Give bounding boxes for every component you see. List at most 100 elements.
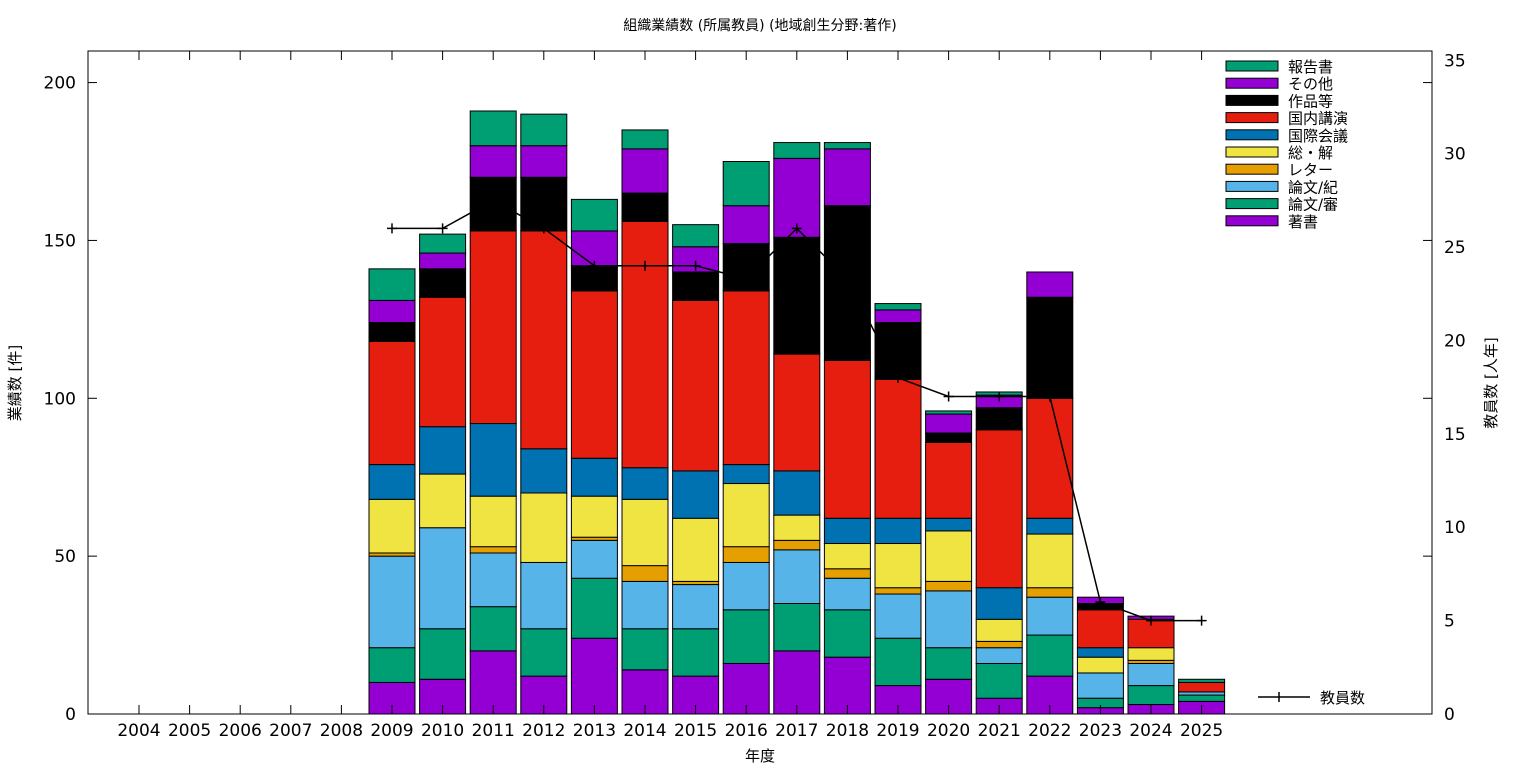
bar-segment [1026,517,1074,535]
y2-tick-label: 20 [1444,331,1466,351]
x-tick-label: 2006 [219,721,262,741]
legend-label: レター [1288,161,1333,179]
bar-segment [419,296,467,428]
bar-segment [1076,672,1124,699]
bar-segment [672,271,720,301]
bar-segment [368,299,416,324]
teacher-count-point [589,260,600,271]
teacher-count-point [387,223,397,234]
bar-segment [570,539,618,579]
x-tick-label: 2025 [1180,721,1223,741]
bar-segment [1076,656,1124,674]
x-tick-label: 2010 [421,721,464,741]
bar-segment [773,539,821,551]
bar-segment [925,413,973,434]
bar-segment [874,543,922,589]
bar-segment [621,498,669,567]
x-tick-label: 2013 [573,721,616,741]
bar-segment [520,113,568,147]
teacher-count-point [741,273,752,284]
bar-segment [722,290,770,466]
bar-segment [368,268,416,301]
legend-swatch [1225,60,1279,72]
y2-tick-label: 15 [1444,425,1466,445]
bar-segment [672,584,720,630]
bar-segment [469,423,517,497]
bar-segment [823,148,871,207]
y2-axis-label: 教員数 [人年] [1482,337,1500,428]
x-tick-label: 2005 [168,721,211,741]
bar-segment [520,230,568,450]
bar-segment [925,580,973,592]
teacher-count-point [437,223,448,234]
bar-segment [1026,271,1074,298]
bar-segment [419,628,467,680]
legend-label: 国内講演 [1288,110,1348,128]
bar-segment [773,549,821,604]
bar-segment [874,517,922,545]
bar-segment [925,647,973,680]
bar-segment [672,224,720,248]
legend-swatch [1225,112,1279,124]
bar-segment [1178,681,1226,693]
bar-segment [722,205,770,245]
bar-segment [570,495,618,538]
x-tick-label: 2022 [1028,721,1071,741]
bar-segment [520,561,568,630]
teacher-count-point [538,223,549,234]
bar-segment [520,628,568,677]
bar-segment [1178,694,1226,702]
bar-segment [1026,397,1074,519]
y-tick-label: 50 [54,547,76,567]
bar-segment [925,517,973,532]
bar-segment [672,299,720,472]
x-tick-label: 2008 [320,721,363,741]
bar-segment [469,495,517,548]
bar-segment [874,593,922,639]
bar-segment [1127,662,1175,687]
x-tick-label: 2015 [674,721,717,741]
y2-tick-label: 10 [1444,518,1466,538]
bar-segment [722,483,770,548]
bar-segment [1127,685,1175,706]
bar-segment [975,407,1023,431]
bar-segment [419,268,467,298]
teacher-count-point [640,260,650,271]
x-tick-label: 2019 [876,721,919,741]
bar-segment [469,546,517,554]
bar-segment [368,340,416,466]
bar-segment [570,577,618,639]
bar-segment [874,637,922,687]
bar-segment [621,467,669,500]
bar-segment [419,252,467,270]
legend-label: 論文/審 [1288,196,1338,214]
bar-segment [570,637,618,715]
bar-segment [823,517,871,545]
bar-segment [621,628,669,671]
bar-segment [621,192,669,222]
bar-segment [570,290,618,459]
legend-swatch [1225,215,1279,227]
legend-line-label: 教員数 [1320,689,1365,707]
bar-segment [823,543,871,570]
bar-segment [823,142,871,150]
bar-segment [925,678,973,715]
y-tick-label: 200 [44,74,76,94]
teacher-count-point [1095,596,1106,607]
legend-swatch [1225,146,1279,158]
bar-segment [570,230,618,267]
bar-segment [773,142,821,159]
bar-segment [1178,678,1226,683]
bar-segment [520,145,568,178]
y2-tick-label: 25 [1444,238,1466,258]
legend-label: 論文/紀 [1288,178,1338,196]
y2-tick-label: 5 [1444,612,1455,632]
bar-segment [520,176,568,232]
x-tick-label: 2021 [978,721,1021,741]
bar-segment [925,441,973,519]
bar-segment [469,145,517,178]
bar-segment [570,198,618,232]
bar-segment [419,426,467,475]
bar-segment [621,565,669,582]
y2-tick-label: 30 [1444,145,1466,165]
